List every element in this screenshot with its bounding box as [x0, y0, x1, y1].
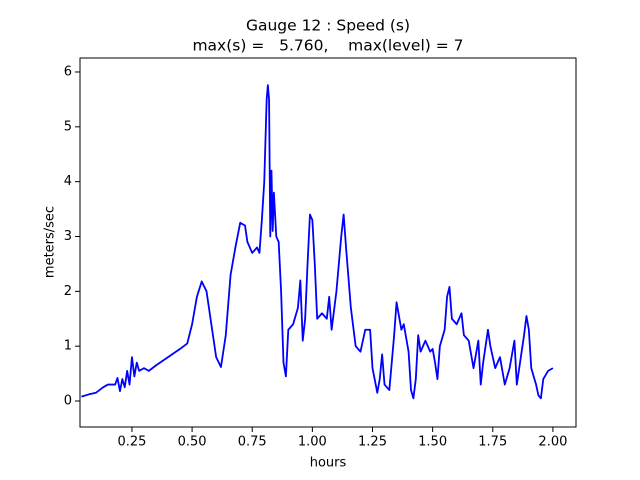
y-tick-label: 3: [64, 229, 72, 244]
y-axis-label: meters/sec: [43, 206, 58, 278]
x-axis-label: hours: [310, 456, 347, 471]
y-tick-label: 4: [64, 174, 72, 189]
x-tick-label: 1.50: [418, 435, 447, 450]
y-tick-label: 0: [64, 394, 72, 409]
y-tick-label: 5: [64, 119, 72, 134]
chart-subtitle: max(s) = 5.760, max(level) = 7: [192, 37, 463, 55]
y-tick-label: 2: [64, 284, 72, 299]
x-tick-label: 0.50: [178, 435, 207, 450]
x-tick-label: 1.75: [478, 435, 507, 450]
data-line: [81, 84, 554, 400]
plot-frame: [79, 57, 577, 428]
x-tick-label: 0.75: [238, 435, 267, 450]
chart-title: Gauge 12 : Speed (s): [246, 17, 410, 35]
y-tick-label: 6: [64, 64, 72, 79]
x-tick-label: 1.00: [298, 435, 327, 450]
x-tick-label: 2.00: [538, 435, 567, 450]
x-tick-label: 0.25: [117, 435, 146, 450]
x-tick-label: 1.25: [358, 435, 387, 450]
y-tick-label: 1: [64, 339, 72, 354]
